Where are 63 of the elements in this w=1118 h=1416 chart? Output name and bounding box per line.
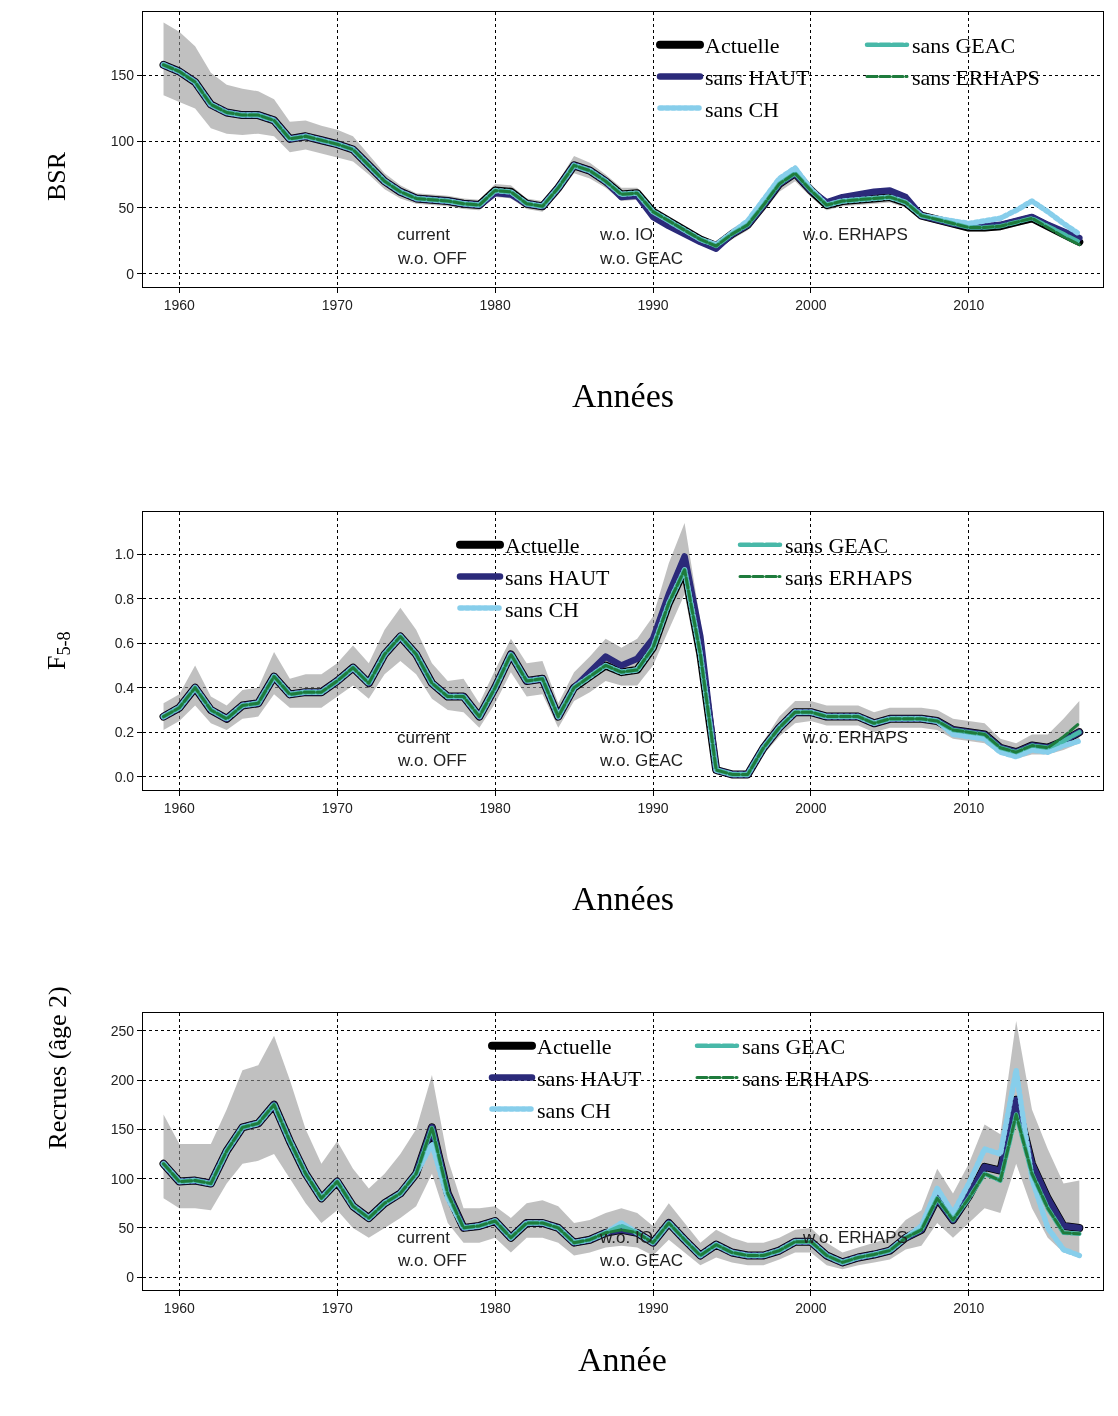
x-tick-label: 1970 (321, 799, 353, 816)
y-axis-title: BSR (42, 151, 71, 201)
y-tick-label: 0.2 (114, 724, 135, 741)
y-tick-label: 0 (126, 1269, 135, 1286)
x-axis-title: Années (572, 377, 674, 414)
legend-label: sans GEAC (912, 33, 1016, 59)
annotation: w.o. OFF (397, 1251, 467, 1270)
x-tick-label: 1980 (479, 1299, 511, 1316)
x-axis-title: Année (578, 1341, 667, 1378)
x-tick-label: 1970 (321, 296, 353, 313)
x-tick-label: 1980 (479, 799, 511, 816)
legend-label: sans GEAC (742, 1034, 846, 1060)
legend-label: sans CH (537, 1097, 612, 1123)
x-tick-label: 1990 (637, 1299, 669, 1316)
annotation: w.o. ERHAPS (802, 728, 908, 747)
x-tick-label: 2010 (953, 296, 985, 313)
y-tick-label: 0.8 (114, 590, 135, 607)
legend-label: sans CH (505, 596, 580, 622)
y-tick-label: 150 (110, 67, 135, 84)
y-tick-label: 150 (110, 1121, 135, 1138)
legend-label: Actuelle (705, 33, 780, 59)
x-tick-label: 1990 (637, 799, 669, 816)
y-tick-label: 50 (118, 199, 135, 216)
legend-label: Actuelle (505, 533, 580, 559)
y-tick-label: 100 (110, 133, 135, 150)
x-tick-label: 1960 (163, 296, 196, 313)
x-axis-title: Années (572, 880, 674, 917)
y-tick-label: 0.0 (114, 768, 135, 785)
legend-label: sans ERHAPS (785, 564, 913, 590)
y-tick-label: 1.0 (114, 546, 135, 563)
annotation: w.o. IO (599, 728, 653, 747)
y-tick-label: 100 (110, 1170, 135, 1187)
x-tick-label: 2010 (953, 799, 985, 816)
legend-label: Actuelle (537, 1034, 612, 1060)
legend-label: sans GEAC (785, 533, 889, 559)
x-tick-label: 2000 (795, 1299, 827, 1316)
x-tick-label: 2010 (953, 1299, 985, 1316)
y-tick-label: 0.6 (114, 635, 135, 652)
annotation: w.o. OFF (397, 751, 467, 770)
annotation: current (397, 728, 451, 747)
legend-label: sans CH (705, 96, 780, 122)
annotation: current (397, 225, 451, 244)
y-tick-label: 200 (110, 1071, 135, 1088)
x-tick-label: 2000 (795, 296, 827, 313)
y-tick-label: 250 (110, 1022, 135, 1039)
x-tick-label: 1990 (637, 296, 669, 313)
annotation: current (397, 1228, 451, 1247)
x-tick-label: 1970 (321, 1299, 353, 1316)
annotation: w.o. OFF (397, 249, 467, 268)
x-tick-label: 1960 (163, 799, 196, 816)
y-tick-label: 0 (126, 265, 135, 282)
y-tick-label: 0.4 (114, 679, 135, 696)
annotation: w.o. IO (599, 225, 653, 244)
legend-label: sans HAUT (505, 564, 611, 590)
x-tick-label: 1960 (163, 1299, 196, 1316)
annotation: w.o. GEAC (599, 1251, 684, 1270)
annotation: w.o. GEAC (599, 751, 684, 770)
x-tick-label: 1980 (479, 296, 511, 313)
annotation: w.o. GEAC (599, 249, 684, 268)
x-tick-label: 2000 (795, 799, 827, 816)
y-tick-label: 50 (118, 1219, 135, 1236)
y-axis-title: Recrues (âge 2) (42, 986, 72, 1150)
annotation: w.o. ERHAPS (802, 225, 908, 244)
